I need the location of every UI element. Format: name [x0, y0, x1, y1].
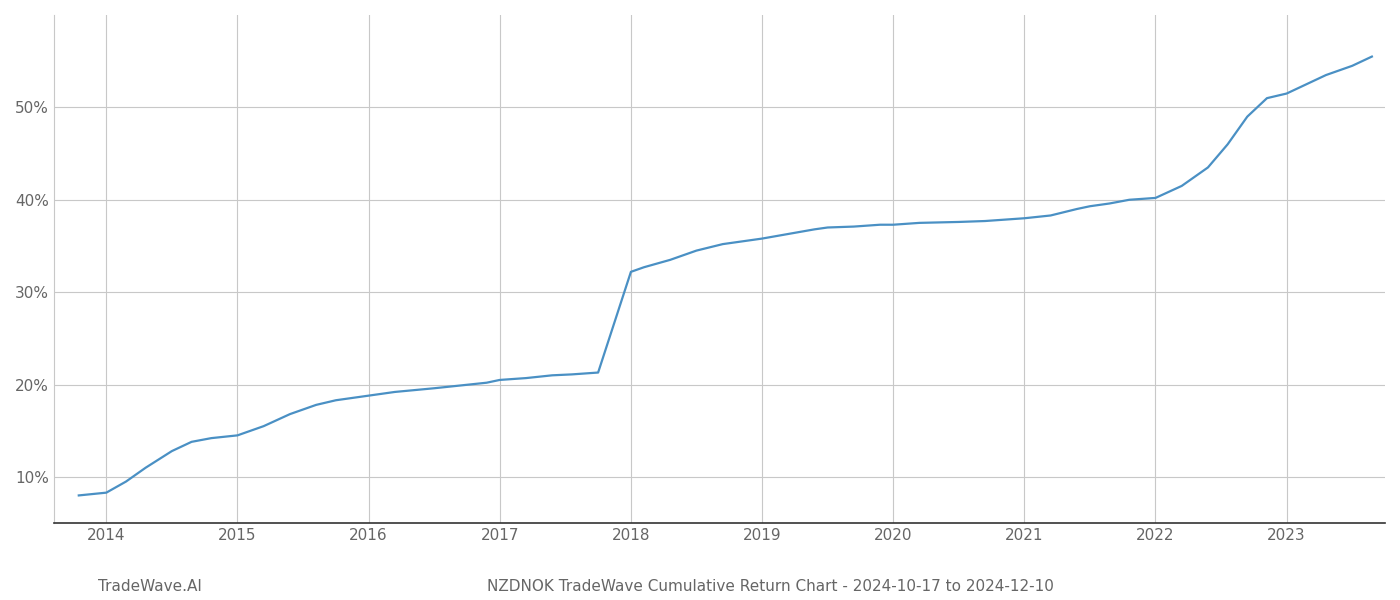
Text: NZDNOK TradeWave Cumulative Return Chart - 2024-10-17 to 2024-12-10: NZDNOK TradeWave Cumulative Return Chart…: [487, 579, 1053, 594]
Text: TradeWave.AI: TradeWave.AI: [98, 579, 202, 594]
